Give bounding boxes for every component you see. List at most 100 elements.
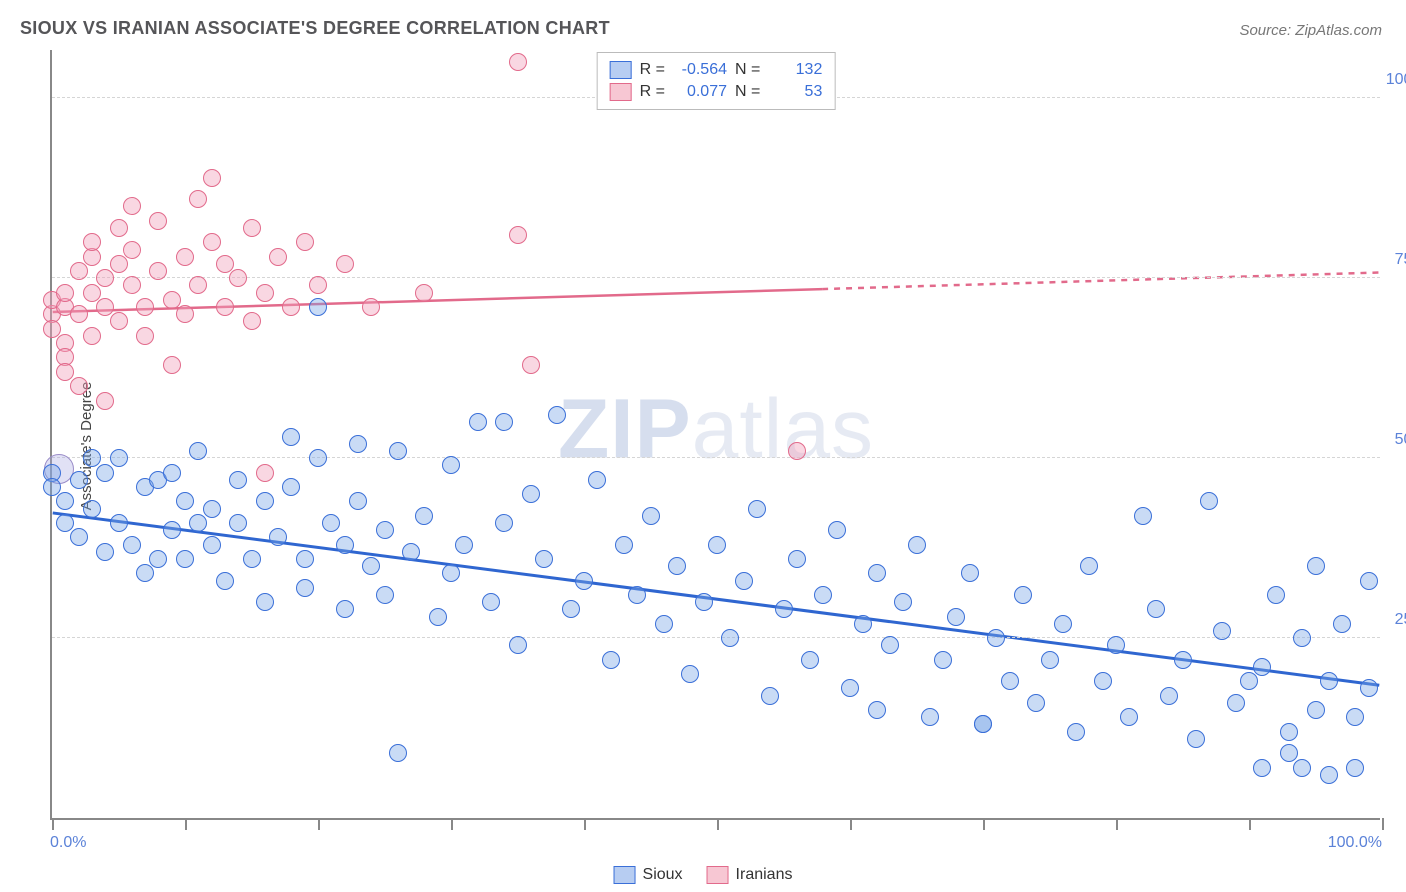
scatter-point-iranians [70, 305, 88, 323]
legend-row-iranians: R = 0.077 N = 53 [610, 81, 823, 103]
scatter-point-iranians [83, 284, 101, 302]
scatter-point-sioux [868, 701, 886, 719]
scatter-point-sioux [176, 492, 194, 510]
scatter-point-sioux [296, 579, 314, 597]
scatter-point-sioux [455, 536, 473, 554]
scatter-point-sioux [1320, 672, 1338, 690]
scatter-point-sioux [1094, 672, 1112, 690]
scatter-point-sioux [588, 471, 606, 489]
series-legend: Sioux Iranians [614, 866, 793, 884]
legend-item-iranians: Iranians [707, 866, 793, 884]
scatter-point-sioux [1280, 723, 1298, 741]
swatch-iranians [610, 83, 632, 101]
scatter-point-sioux [1307, 557, 1325, 575]
scatter-point-sioux [1027, 694, 1045, 712]
scatter-point-sioux [1213, 622, 1231, 640]
scatter-point-sioux [336, 600, 354, 618]
y-tick-label: 50.0% [1395, 431, 1406, 449]
scatter-point-sioux [1134, 507, 1152, 525]
scatter-point-sioux [921, 708, 939, 726]
scatter-point-iranians [203, 169, 221, 187]
scatter-point-iranians [70, 377, 88, 395]
scatter-point-sioux [349, 435, 367, 453]
scatter-point-iranians [296, 233, 314, 251]
scatter-point-iranians [216, 298, 234, 316]
scatter-point-iranians [136, 327, 154, 345]
y-tick-label: 100.0% [1386, 71, 1406, 89]
x-tick [318, 818, 320, 830]
scatter-point-sioux [322, 514, 340, 532]
scatter-point-sioux [189, 514, 207, 532]
scatter-point-sioux [535, 550, 553, 568]
scatter-point-sioux [269, 528, 287, 546]
scatter-point-sioux [681, 665, 699, 683]
scatter-point-sioux [775, 600, 793, 618]
scatter-point-iranians [83, 233, 101, 251]
scatter-point-sioux [495, 413, 513, 431]
scatter-point-sioux [415, 507, 433, 525]
scatter-point-iranians [56, 284, 74, 302]
x-tick [850, 818, 852, 830]
watermark-rest: atlas [692, 382, 874, 476]
scatter-point-iranians [163, 291, 181, 309]
scatter-point-sioux [1080, 557, 1098, 575]
scatter-point-iranians [509, 226, 527, 244]
scatter-point-sioux [695, 593, 713, 611]
scatter-point-sioux [163, 464, 181, 482]
scatter-point-sioux [96, 464, 114, 482]
scatter-point-sioux [1054, 615, 1072, 633]
scatter-point-iranians [522, 356, 540, 374]
gridline-h [52, 637, 1380, 638]
scatter-point-sioux [562, 600, 580, 618]
scatter-point-sioux [83, 449, 101, 467]
scatter-point-sioux [203, 500, 221, 518]
scatter-point-sioux [934, 651, 952, 669]
scatter-point-sioux [628, 586, 646, 604]
scatter-point-iranians [509, 53, 527, 71]
scatter-point-iranians [788, 442, 806, 460]
r-label: R = [640, 81, 665, 103]
scatter-point-sioux [336, 536, 354, 554]
legend-label-iranians: Iranians [736, 866, 793, 884]
scatter-point-sioux [801, 651, 819, 669]
scatter-point-sioux [947, 608, 965, 626]
scatter-point-sioux [881, 636, 899, 654]
scatter-point-iranians [229, 269, 247, 287]
r-label: R = [640, 59, 665, 81]
x-tick [185, 818, 187, 830]
scatter-point-sioux [894, 593, 912, 611]
scatter-point-sioux [203, 536, 221, 554]
scatter-point-iranians [96, 269, 114, 287]
scatter-point-sioux [522, 485, 540, 503]
n-label: N = [735, 59, 760, 81]
scatter-point-iranians [189, 190, 207, 208]
scatter-point-sioux [429, 608, 447, 626]
scatter-point-sioux [83, 500, 101, 518]
scatter-point-iranians [110, 312, 128, 330]
scatter-point-iranians [189, 276, 207, 294]
scatter-point-iranians [83, 327, 101, 345]
legend-item-sioux: Sioux [614, 866, 683, 884]
scatter-point-iranians [309, 276, 327, 294]
scatter-point-iranians [243, 312, 261, 330]
source-attribution: Source: ZipAtlas.com [1239, 22, 1382, 39]
scatter-point-sioux [1293, 759, 1311, 777]
scatter-point-sioux [814, 586, 832, 604]
scatter-point-sioux [828, 521, 846, 539]
x-axis-max-label: 100.0% [1328, 834, 1382, 852]
scatter-point-sioux [1360, 679, 1378, 697]
scatter-point-sioux [615, 536, 633, 554]
scatter-point-iranians [203, 233, 221, 251]
x-tick [1382, 818, 1384, 830]
scatter-point-sioux [509, 636, 527, 654]
scatter-point-iranians [96, 392, 114, 410]
scatter-point-sioux [1267, 586, 1285, 604]
scatter-point-sioux [216, 572, 234, 590]
r-value-sioux: -0.564 [673, 59, 727, 81]
gridline-h [52, 277, 1380, 278]
scatter-point-iranians [176, 305, 194, 323]
scatter-point-iranians [336, 255, 354, 273]
swatch-sioux-icon [614, 866, 636, 884]
scatter-point-sioux [110, 514, 128, 532]
scatter-point-sioux [482, 593, 500, 611]
